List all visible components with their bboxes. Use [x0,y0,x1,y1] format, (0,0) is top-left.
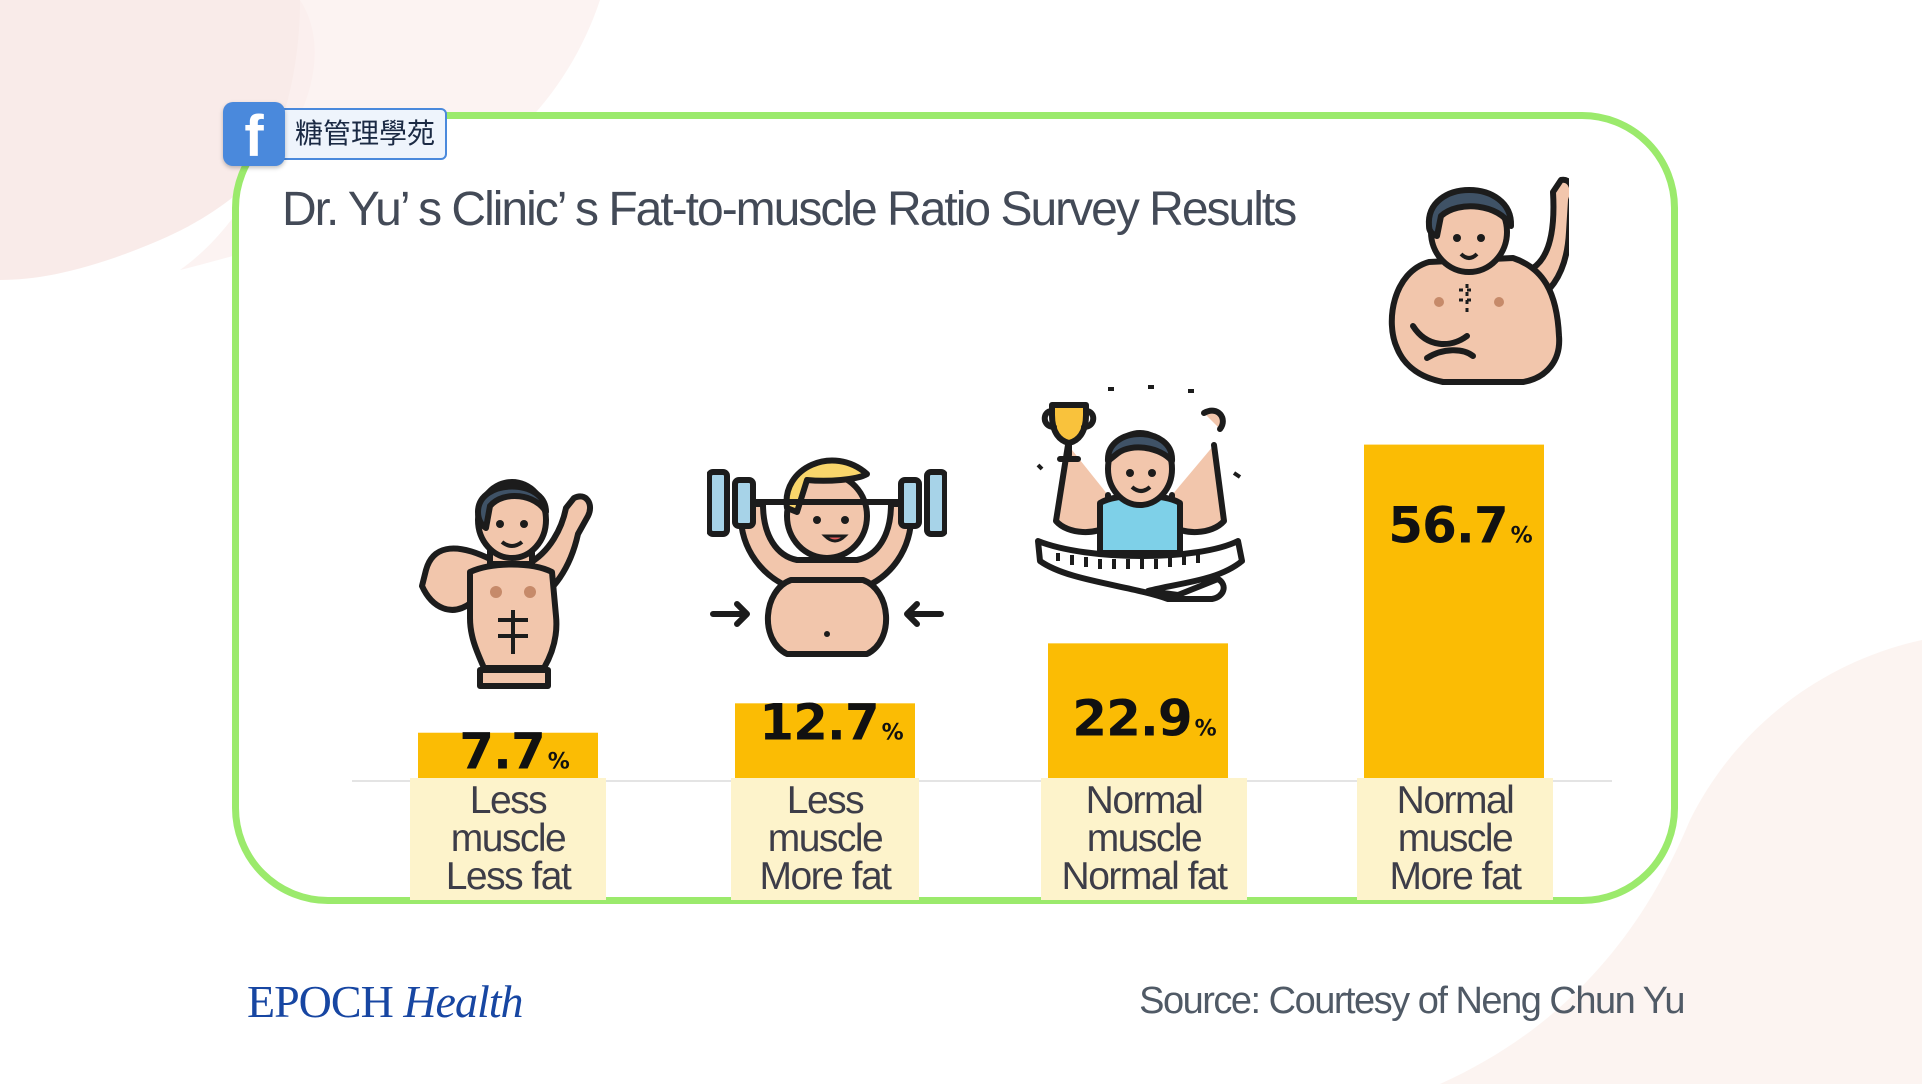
bar-value-label-4: 56.7% [1388,497,1532,555]
bar-series: 7.7 %12.7% 22.9 %56.7% [418,444,1544,781]
bar-value-unit: % [882,720,904,745]
category-label-line: muscle [767,817,884,860]
category-label-4: Normal muscle More fat [1357,778,1553,900]
category-label-2: Less muscle More fat [731,778,919,900]
bar-value-unit: % [548,750,570,775]
category-label-3: Normal muscle Normal fat [1041,778,1247,900]
weightlifting-man-icon [707,457,947,657]
category-label-line: More fat [759,855,892,898]
bar-4 [1364,444,1544,778]
category-label-line: muscle [1086,817,1203,860]
category-label-line: Less [469,779,548,822]
category-label-line: muscle [1397,817,1514,860]
bar-value-number: 7.7 [459,723,545,781]
facebook-group-badge: f 糖管理學苑 [223,102,448,169]
bar-value-unit: % [1511,524,1533,549]
category-label-line: Normal [1085,779,1204,822]
overweight-man-icon [1388,176,1569,385]
category-label-line: Less [786,779,865,822]
bar-value-label-1: 7.7% [459,723,570,781]
category-label-line: muscle [450,817,567,860]
bar-value-number: 56.7 [1388,497,1507,555]
bar-value-unit: % [1195,716,1217,741]
category-label-line: Normal fat [1061,855,1228,898]
group-name: 糖管理學苑 [277,108,448,160]
bar-value-number: 12.7 [759,693,878,751]
brand-main: EPOCH [247,976,394,1027]
chart-title: Dr. Yu’ s Clinic’ s Fat-to-muscle Ratio … [282,183,1297,236]
facebook-icon: f [223,102,285,169]
bar-value-label-2: 12.7% [759,693,903,751]
epoch-health-logo: EPOCH Health [247,975,524,1028]
muscular-man-icon [419,479,594,689]
category-label-line: More fat [1389,855,1522,898]
bar-2 [735,703,915,778]
bar-3 [1048,643,1228,778]
brand-sub: Health [403,976,523,1027]
category-label-line: Less fat [445,855,572,898]
source-credit: Source: Courtesy of Neng Chun Yu [1139,980,1685,1022]
bar-value-label-3: 22.9% [1072,689,1216,747]
trophy-athlete-icon [1035,385,1245,602]
bar-1 [418,732,598,778]
category-label-line: Normal [1396,779,1515,822]
category-label-1: Less muscle Less fat [410,778,606,900]
bar-value-number: 22.9 [1072,689,1191,747]
